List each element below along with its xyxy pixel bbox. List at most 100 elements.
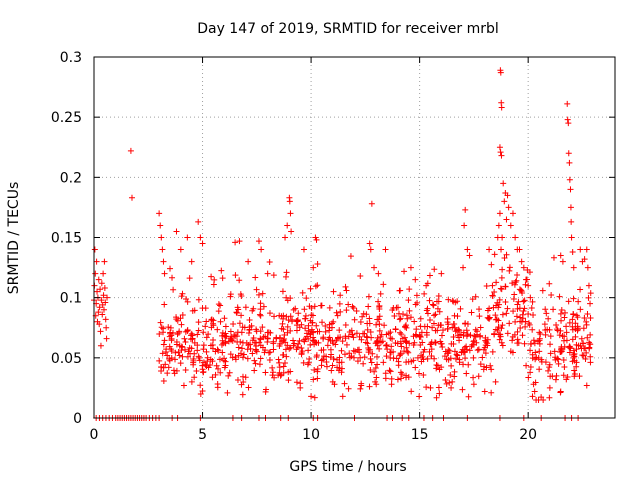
data-point	[476, 306, 483, 313]
data-point	[242, 304, 249, 311]
data-point	[127, 147, 134, 154]
data-point	[195, 218, 202, 225]
data-point	[273, 335, 280, 342]
data-point	[379, 338, 386, 345]
data-point	[420, 356, 427, 363]
data-point	[563, 376, 570, 383]
data-point	[311, 367, 318, 374]
data-point	[519, 311, 526, 318]
data-point	[447, 372, 454, 379]
data-point	[504, 305, 511, 312]
data-point	[495, 331, 502, 338]
data-point	[177, 246, 184, 253]
data-point	[207, 356, 214, 363]
data-point	[174, 317, 181, 324]
data-point	[323, 359, 330, 366]
data-point	[211, 276, 218, 283]
data-point	[412, 301, 419, 308]
data-point	[488, 261, 495, 268]
data-point	[270, 369, 277, 376]
data-point	[390, 348, 397, 355]
data-point	[413, 332, 420, 339]
data-point	[214, 346, 221, 353]
data-point	[521, 340, 528, 347]
data-point	[175, 329, 182, 336]
data-point	[495, 323, 502, 330]
data-point	[300, 359, 307, 366]
data-point	[188, 378, 195, 385]
data-point	[570, 311, 577, 318]
data-point	[372, 378, 379, 385]
data-point	[536, 340, 543, 347]
data-point	[212, 371, 219, 378]
data-point	[498, 152, 505, 159]
data-point	[357, 319, 364, 326]
data-point	[429, 324, 436, 331]
data-point	[458, 349, 465, 356]
data-point	[556, 332, 563, 339]
data-point	[200, 368, 207, 375]
data-point	[432, 311, 439, 318]
data-point	[219, 349, 226, 356]
data-point	[404, 348, 411, 355]
data-point	[382, 370, 389, 377]
data-point	[215, 347, 222, 354]
data-point	[267, 349, 274, 356]
data-point	[320, 356, 327, 363]
data-point	[367, 246, 374, 253]
data-point	[240, 354, 247, 361]
data-point	[503, 251, 510, 258]
y-tick-label: 0	[73, 411, 82, 427]
data-point	[334, 356, 341, 363]
data-point	[527, 369, 534, 376]
data-point	[440, 327, 447, 334]
data-point	[287, 210, 294, 217]
data-point	[161, 301, 168, 308]
data-point	[314, 282, 321, 289]
data-point	[587, 314, 594, 321]
data-point	[439, 344, 446, 351]
data-point	[253, 326, 260, 333]
data-point	[217, 302, 224, 309]
data-point	[481, 388, 488, 395]
data-point	[495, 317, 502, 324]
data-point	[565, 120, 572, 127]
data-point	[406, 307, 413, 314]
data-point	[173, 341, 180, 348]
data-point	[208, 316, 215, 323]
data-point	[453, 351, 460, 358]
data-point	[167, 324, 174, 331]
data-point	[445, 296, 452, 303]
data-point	[546, 394, 553, 401]
data-point	[392, 325, 399, 332]
data-point	[547, 341, 554, 348]
data-point	[364, 320, 371, 327]
data-point	[565, 298, 572, 305]
data-point	[95, 276, 102, 283]
data-point	[548, 291, 555, 298]
data-point	[349, 303, 356, 310]
data-point	[361, 354, 368, 361]
data-point	[353, 330, 360, 337]
data-point	[389, 306, 396, 313]
data-point	[527, 340, 534, 347]
data-point	[197, 382, 204, 389]
data-point	[307, 341, 314, 348]
data-point	[225, 372, 232, 379]
data-point	[186, 275, 193, 282]
data-point	[550, 254, 557, 261]
data-point	[463, 327, 470, 334]
data-point	[417, 342, 424, 349]
data-point	[387, 329, 394, 336]
data-point	[436, 390, 443, 397]
data-point	[266, 258, 273, 265]
data-point	[585, 282, 592, 289]
data-point	[240, 351, 247, 358]
data-point	[397, 340, 404, 347]
data-point	[456, 359, 463, 366]
data-point	[516, 246, 523, 253]
data-point	[276, 369, 283, 376]
data-point	[246, 326, 253, 333]
data-point	[227, 351, 234, 358]
